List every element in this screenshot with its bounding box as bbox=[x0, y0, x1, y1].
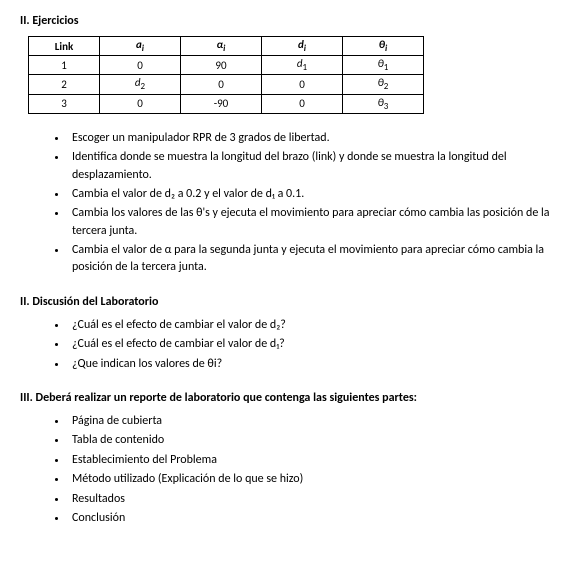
table-row: 2 d2 0 0 θ2 bbox=[29, 75, 424, 94]
cell: 90 bbox=[181, 56, 262, 75]
cell: 3 bbox=[29, 94, 100, 113]
list-item: Cambia el valor de d₂ a 0.2 y el valor d… bbox=[68, 186, 565, 203]
th-a: ai bbox=[100, 37, 181, 56]
cell: 0 bbox=[100, 94, 181, 113]
cell: θ1 bbox=[343, 56, 424, 75]
cell: 0 bbox=[181, 75, 262, 94]
discusion-list: ¿Cuál es el efecto de cambiar el valor d… bbox=[20, 317, 565, 373]
list-item: Cambia el valor de α para la segunda jun… bbox=[68, 242, 565, 277]
cell: 0 bbox=[262, 94, 343, 113]
cell: d1 bbox=[262, 56, 343, 75]
list-item: Página de cubierta bbox=[68, 413, 565, 430]
th-theta: θi bbox=[343, 37, 424, 56]
cell: -90 bbox=[181, 94, 262, 113]
list-item: Escoger un manipulador RPR de 3 grados d… bbox=[68, 130, 565, 147]
table-row: 1 0 90 d1 θ1 bbox=[29, 56, 424, 75]
list-item: Establecimiento del Problema bbox=[68, 452, 565, 469]
ejercicios-list: Escoger un manipulador RPR de 3 grados d… bbox=[20, 130, 565, 277]
list-item: Identifica donde se muestra la longitud … bbox=[68, 149, 565, 184]
list-item: ¿Que indican los valores de θi? bbox=[68, 356, 565, 373]
list-item: Resultados bbox=[68, 491, 565, 508]
list-item: Tabla de contenido bbox=[68, 432, 565, 449]
cell: d2 bbox=[100, 75, 181, 94]
list-item: ¿Cuál es el efecto de cambiar el valor d… bbox=[68, 336, 565, 353]
th-link: Link bbox=[29, 37, 100, 56]
th-alpha: αi bbox=[181, 37, 262, 56]
cell: 0 bbox=[262, 75, 343, 94]
list-item: Cambia los valores de las θ's y ejecuta … bbox=[68, 205, 565, 240]
cell: θ2 bbox=[343, 75, 424, 94]
section-reporte-title: III. Deberá realizar un reporte de labor… bbox=[20, 391, 565, 405]
dh-params-table: Link ai αi di θi 1 0 90 d1 θ1 2 d2 0 0 θ… bbox=[28, 36, 424, 114]
section-ejercicios-title: II. Ejercicios bbox=[20, 14, 565, 28]
list-item: Método utilizado (Explicación de lo que … bbox=[68, 471, 565, 488]
th-d: di bbox=[262, 37, 343, 56]
cell: 1 bbox=[29, 56, 100, 75]
cell: 0 bbox=[100, 56, 181, 75]
section-discusion-title: II. Discusión del Laboratorio bbox=[20, 295, 565, 309]
cell: θ3 bbox=[343, 94, 424, 113]
table-row: 3 0 -90 0 θ3 bbox=[29, 94, 424, 113]
cell: 2 bbox=[29, 75, 100, 94]
reporte-list: Página de cubierta Tabla de contenido Es… bbox=[20, 413, 565, 527]
list-item: ¿Cuál es el efecto de cambiar el valor d… bbox=[68, 317, 565, 334]
